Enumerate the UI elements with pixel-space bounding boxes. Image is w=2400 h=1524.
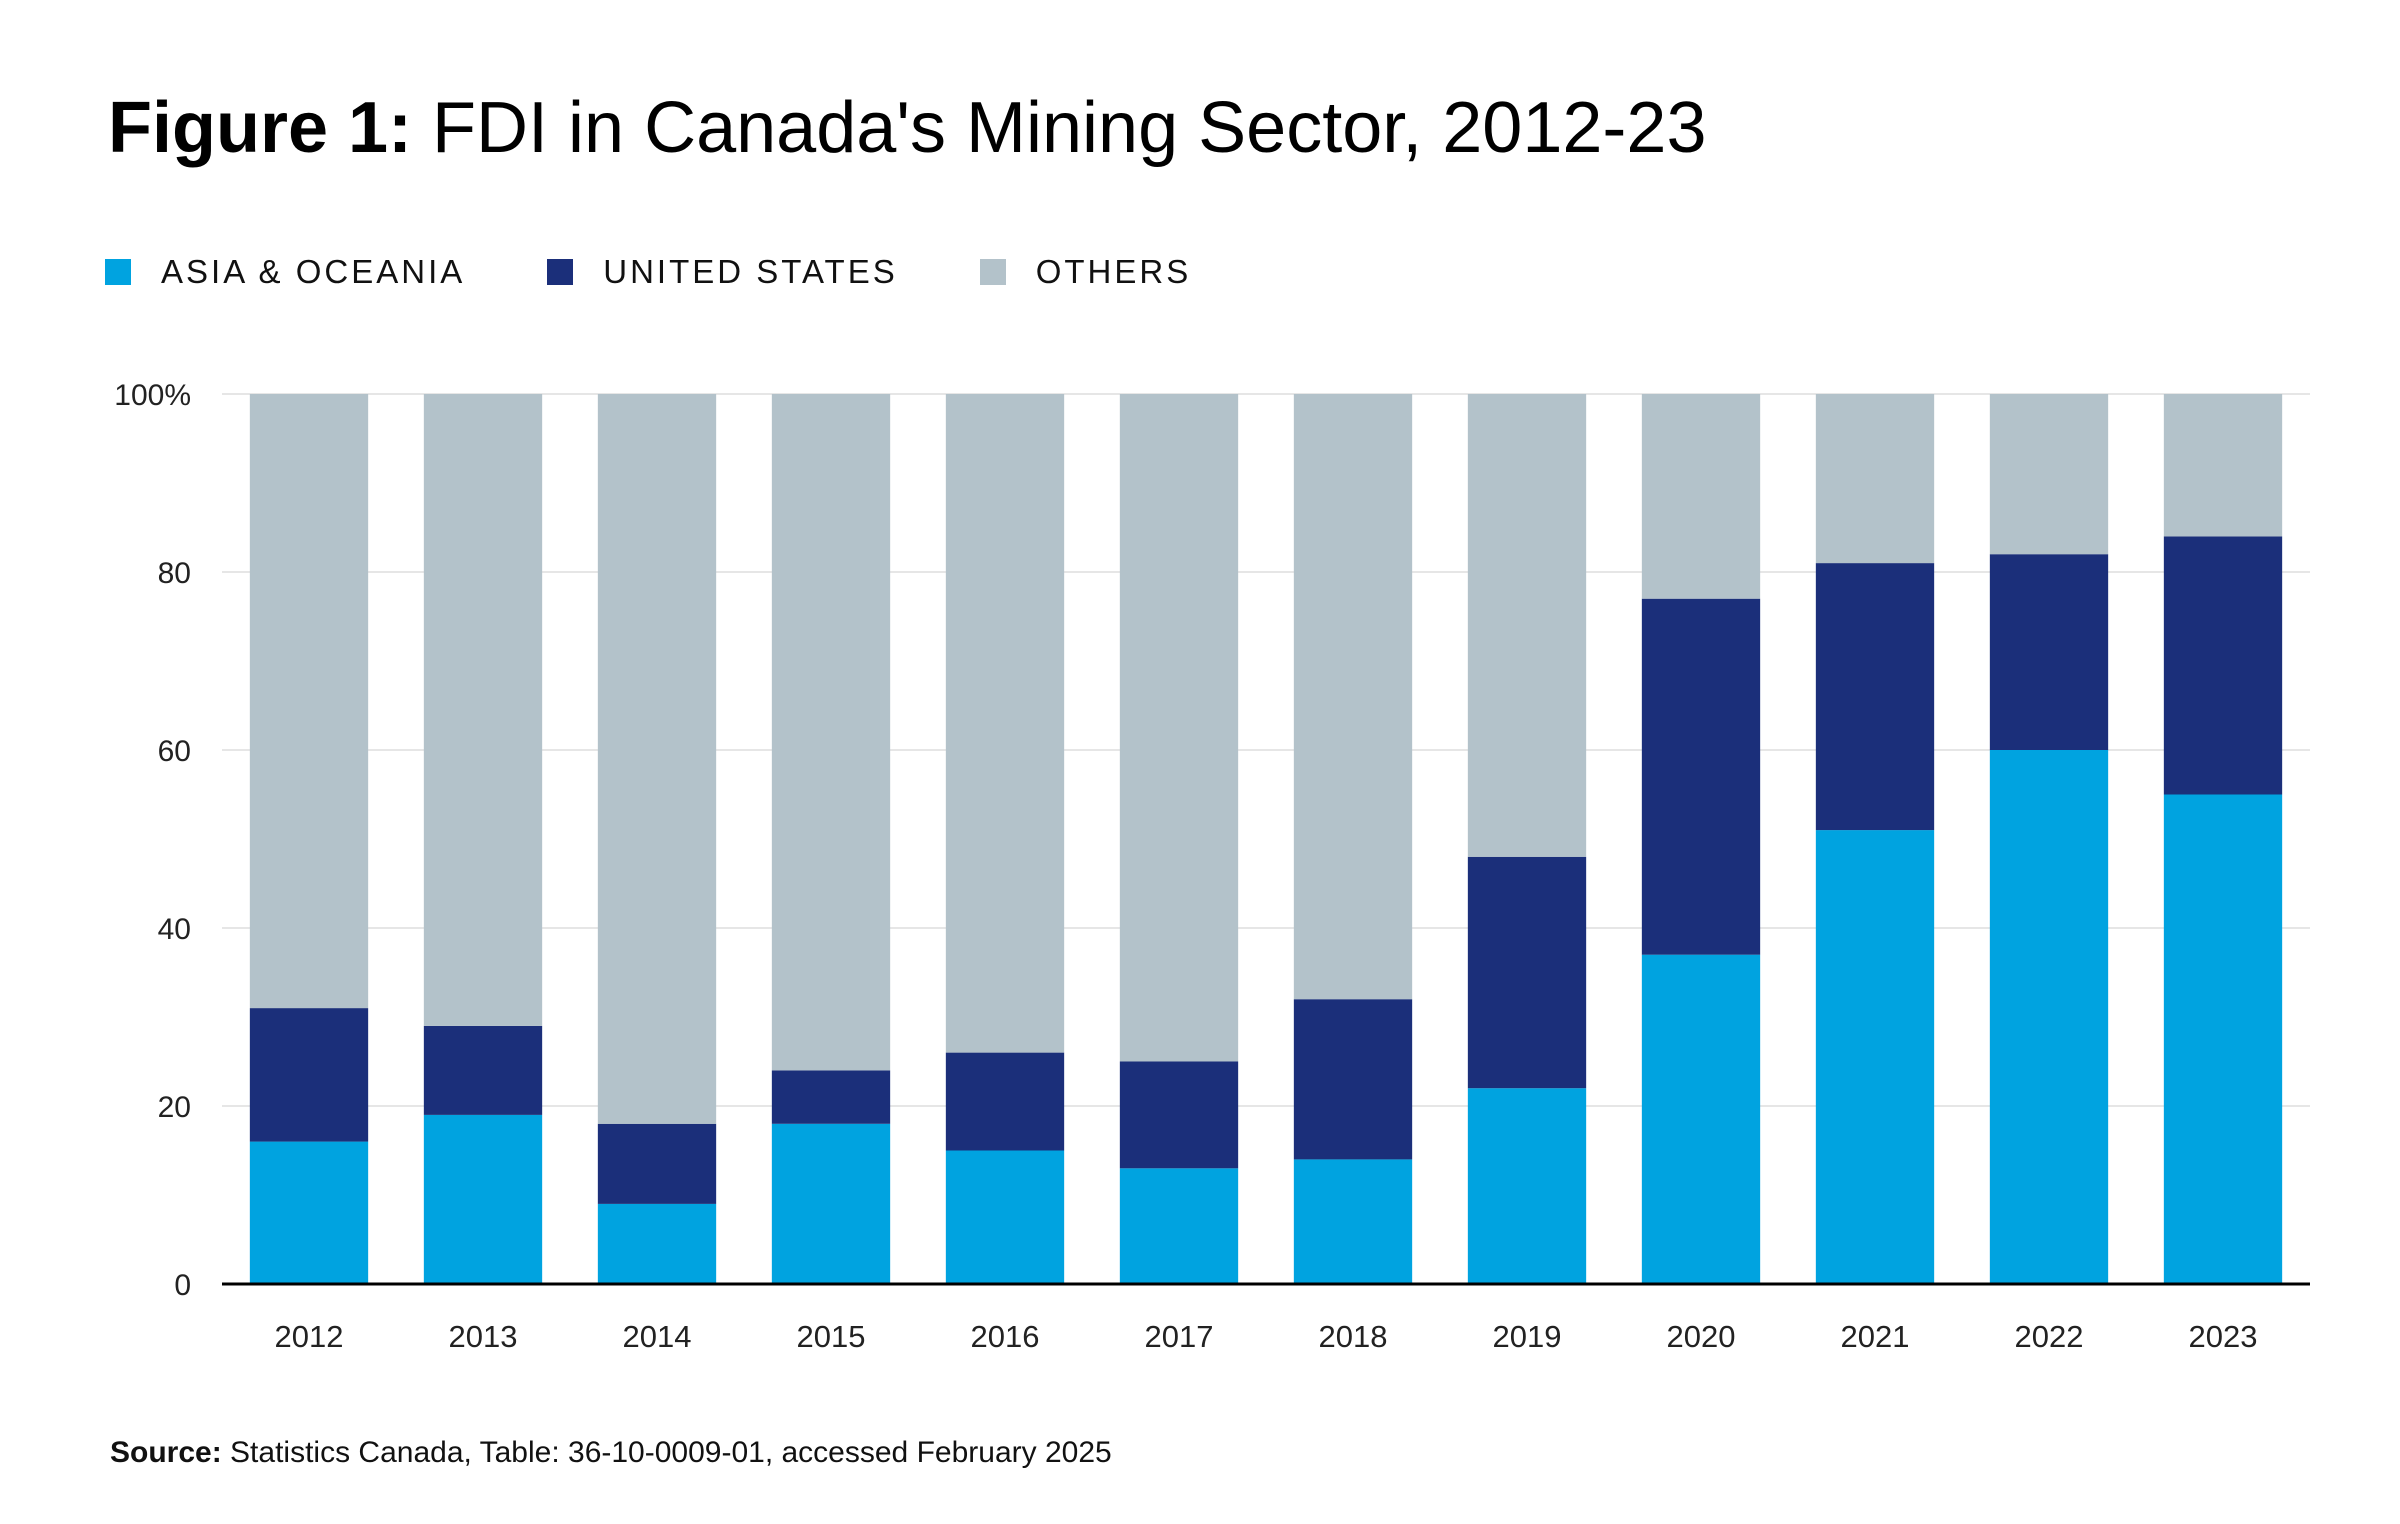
- legend-label-united-states: UNITED STATES: [603, 253, 898, 290]
- y-tick-label-40: 40: [158, 913, 191, 946]
- bar-2015-united-states: [771, 1070, 891, 1124]
- y-tick-label-100: 100%: [114, 379, 191, 412]
- bar-2017-united-states: [1119, 1061, 1239, 1169]
- bar-2022-asia-oceania: [1989, 750, 2109, 1284]
- bar-2022-united-states: [1989, 554, 2109, 750]
- x-tick-label-2019: 2019: [1493, 1319, 1562, 1354]
- legend-label-others: OTHERS: [1035, 253, 1192, 290]
- bar-2018-others: [1293, 394, 1413, 1000]
- bar-2023-others: [2163, 394, 2283, 537]
- bar-2018-asia-oceania: [1293, 1159, 1413, 1284]
- chart-title: Figure 1: FDI in Canada's Mining Sector,…: [108, 92, 1707, 164]
- bar-2019-asia-oceania: [1467, 1088, 1587, 1284]
- figure-title: FDI in Canada's Mining Sector, 2012-23: [432, 88, 1707, 168]
- bar-2014-asia-oceania: [597, 1203, 717, 1284]
- x-tick-label-2014: 2014: [623, 1319, 692, 1354]
- x-tick-label-2022: 2022: [2015, 1319, 2084, 1354]
- x-tick-label-2013: 2013: [449, 1319, 518, 1354]
- legend-label-asia-oceania: ASIA & OCEANIA: [161, 253, 466, 290]
- source-note: Source: Statistics Canada, Table: 36-10-…: [110, 1436, 1112, 1470]
- bar-2012-asia-oceania: [249, 1141, 369, 1284]
- legend: ASIA & OCEANIA UNITED STATES OTHERS: [105, 252, 1273, 292]
- bar-2012-united-states: [249, 1008, 369, 1142]
- legend-swatch-united-states: [547, 259, 574, 285]
- x-tick-label-2012: 2012: [275, 1319, 344, 1354]
- bar-2014-others: [597, 394, 717, 1124]
- x-tick-label-2020: 2020: [1667, 1319, 1736, 1354]
- x-tick-label-2023: 2023: [2189, 1319, 2258, 1354]
- y-tick-label-0: 0: [174, 1269, 191, 1302]
- bar-2013-united-states: [423, 1025, 543, 1115]
- bar-2022-others: [1989, 394, 2109, 555]
- bar-2017-asia-oceania: [1119, 1168, 1239, 1284]
- y-tick-label-80: 80: [158, 557, 191, 590]
- x-tick-label-2016: 2016: [971, 1319, 1040, 1354]
- bar-2015-asia-oceania: [771, 1123, 891, 1284]
- bar-2014-united-states: [597, 1123, 717, 1204]
- bar-2020-others: [1641, 394, 1761, 599]
- legend-swatch-asia-oceania: [105, 259, 131, 285]
- source-text: Statistics Canada, Table: 36-10-0009-01,…: [230, 1436, 1112, 1469]
- bar-2021-asia-oceania: [1815, 830, 1935, 1284]
- bar-2023-united-states: [2163, 536, 2283, 795]
- bar-2020-united-states: [1641, 598, 1761, 955]
- figure-number: Figure 1:: [108, 88, 413, 168]
- x-tick-label-2021: 2021: [1841, 1319, 1910, 1354]
- x-tick-label-2018: 2018: [1319, 1319, 1388, 1354]
- bar-2019-others: [1467, 394, 1587, 857]
- y-tick-label-20: 20: [158, 1091, 191, 1124]
- bar-2012-others: [249, 394, 369, 1009]
- bar-2016-united-states: [945, 1052, 1065, 1151]
- bar-2020-asia-oceania: [1641, 954, 1761, 1284]
- legend-item-asia-oceania: ASIA & OCEANIA: [105, 253, 465, 291]
- x-tick-label-2017: 2017: [1145, 1319, 1214, 1354]
- bar-2019-united-states: [1467, 856, 1587, 1089]
- bar-2016-others: [945, 394, 1065, 1053]
- bar-2021-others: [1815, 394, 1935, 564]
- bar-2016-asia-oceania: [945, 1150, 1065, 1284]
- bar-2013-others: [423, 394, 543, 1026]
- legend-swatch-others: [979, 259, 1006, 285]
- bar-2015-others: [771, 394, 891, 1071]
- bar-2013-asia-oceania: [423, 1114, 543, 1284]
- legend-item-united-states: UNITED STATES: [547, 253, 897, 291]
- bar-2018-united-states: [1293, 999, 1413, 1160]
- x-tick-label-2015: 2015: [797, 1319, 866, 1354]
- y-tick-label-60: 60: [158, 735, 191, 768]
- source-label: Source:: [110, 1436, 222, 1469]
- bar-2021-united-states: [1815, 563, 1935, 831]
- bar-2023-asia-oceania: [2163, 794, 2283, 1284]
- legend-item-others: OTHERS: [979, 253, 1192, 291]
- bar-2017-others: [1119, 394, 1239, 1062]
